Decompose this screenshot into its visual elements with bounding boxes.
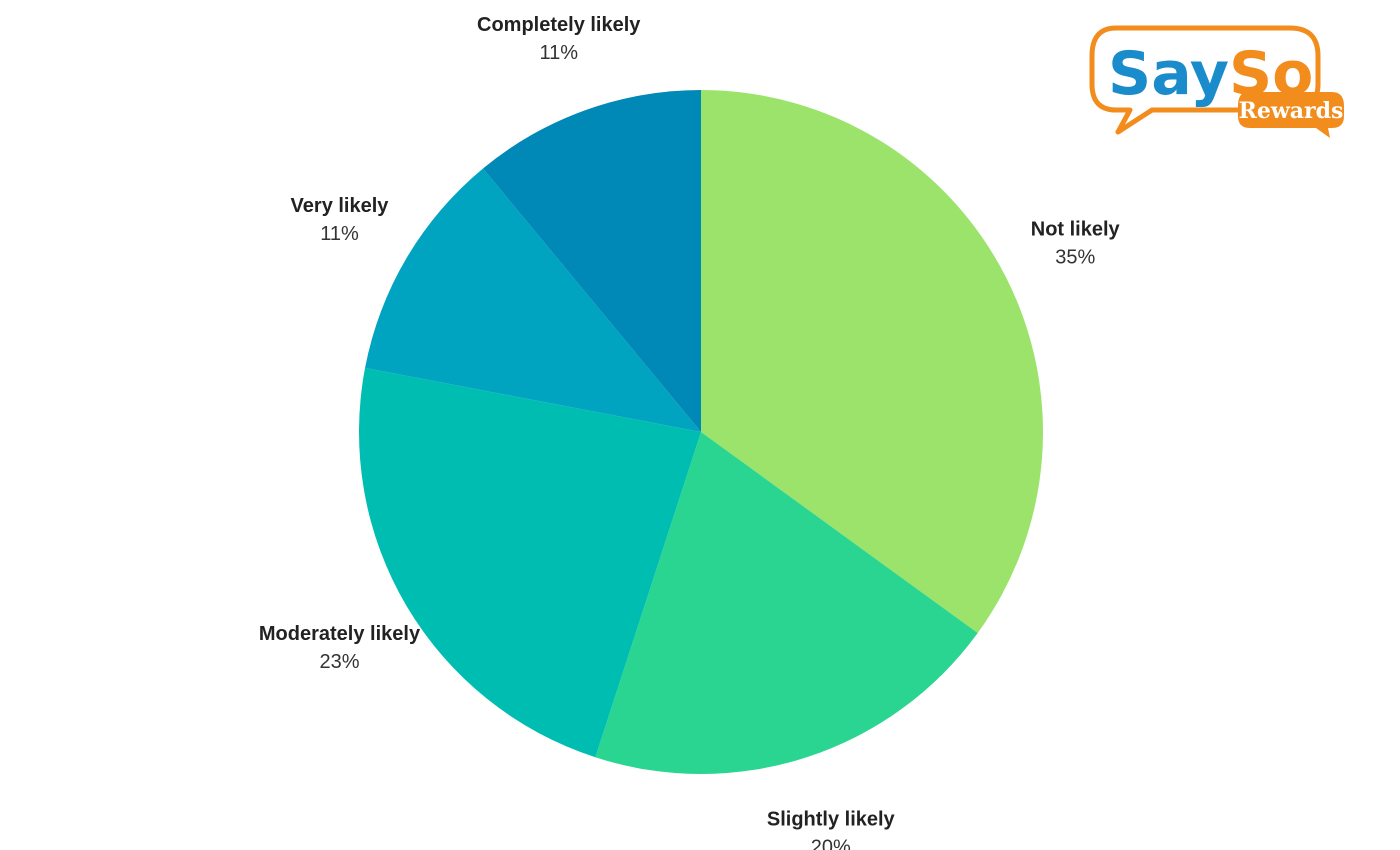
slice-label-slightly-likely: Slightly likely: [767, 808, 896, 830]
slice-percent-not-likely: 35%: [1055, 246, 1095, 268]
slice-percent-slightly-likely: 20%: [811, 836, 851, 850]
pie-slices: [359, 90, 1043, 774]
slice-label-not-likely: Not likely: [1031, 218, 1121, 240]
slice-percent-moderately-likely: 23%: [319, 651, 359, 673]
pie-slice-completely-likely: [483, 90, 701, 432]
slice-percent-completely-likely: 11%: [539, 42, 578, 64]
sayso-rewards-logo: SaySo Rewards: [1089, 25, 1344, 138]
slice-label-moderately-likely: Moderately likely: [259, 623, 421, 645]
logo-rewards-text: Rewards: [1239, 98, 1344, 124]
pie-slice-very-likely: [365, 168, 701, 432]
slice-label-very-likely: Very likely: [291, 195, 390, 217]
pie-slice-not-likely: [701, 90, 1043, 634]
pie-slice-moderately-likely: [359, 367, 701, 758]
slice-label-completely-likely: Completely likely: [477, 14, 641, 36]
pie-labels: Not likely 35% Slightly likely 20% Moderatel…: [259, 14, 1121, 850]
slice-percent-very-likely: 11%: [320, 223, 359, 245]
logo-say-text: SaySo: [1108, 39, 1313, 109]
rewards-badge: [1238, 92, 1344, 138]
pie-slice-slightly-likely: [595, 432, 978, 774]
